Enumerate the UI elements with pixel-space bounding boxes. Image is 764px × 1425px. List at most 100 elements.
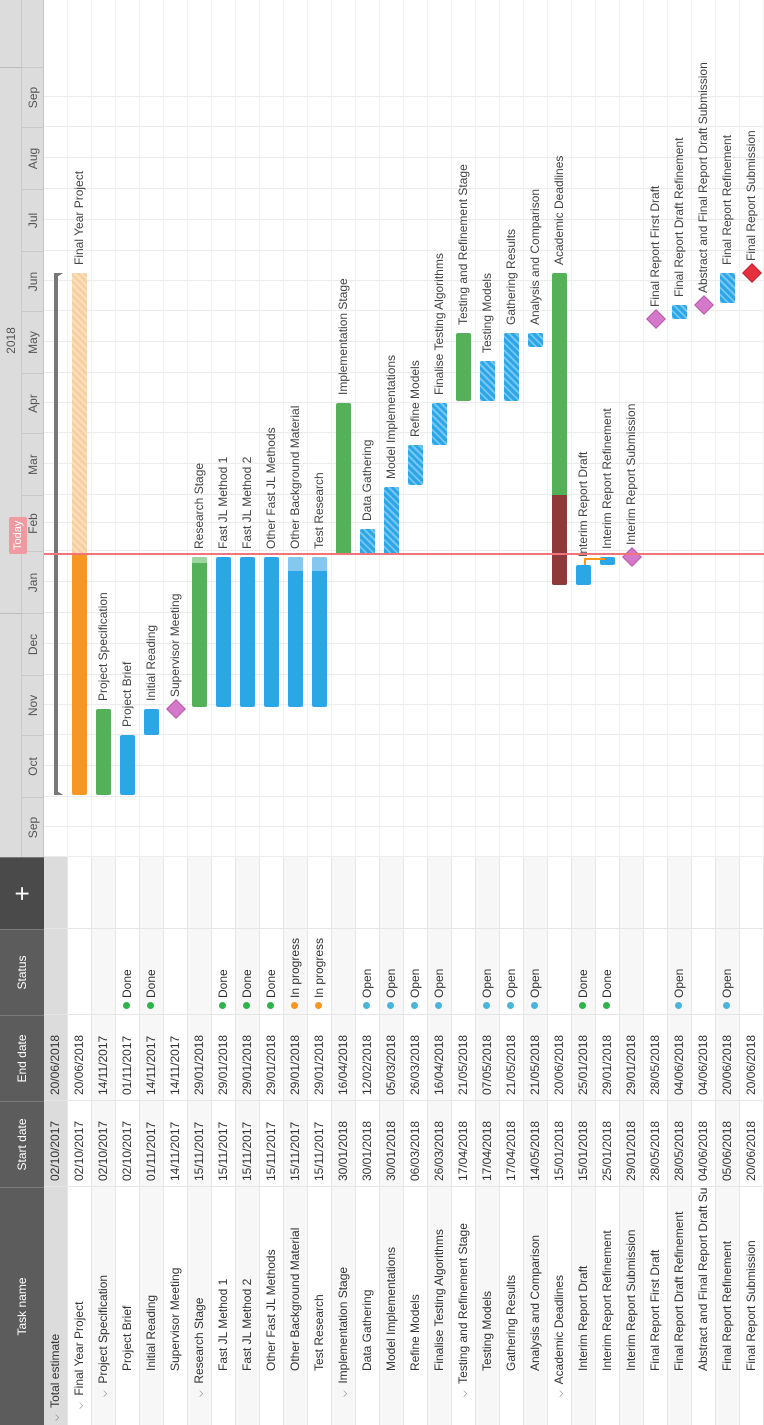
end-date-cell[interactable]: 29/01/2018 (216, 1034, 230, 1095)
chevron-down-icon[interactable]: ⌵ (51, 1414, 61, 1421)
end-date-cell[interactable]: 29/01/2018 (624, 1034, 638, 1095)
project-bar[interactable] (72, 273, 87, 795)
table-row[interactable]: Fast JL Method 1 15/11/2017 29/01/2018 Done (212, 857, 236, 1425)
start-date-cell[interactable]: 30/01/2018 (360, 1120, 374, 1181)
start-date-cell[interactable]: 15/01/2018 (576, 1120, 590, 1181)
task-name-cell[interactable]: Supervisor Meeting (164, 1187, 188, 1425)
end-date-cell[interactable]: 14/11/2017 (168, 1035, 182, 1095)
end-date-cell[interactable]: 28/05/2018 (648, 1034, 662, 1095)
task-name-cell[interactable]: Fast JL Method 1 (212, 1187, 236, 1425)
column-header-task-name[interactable]: Task name (0, 1187, 44, 1425)
table-row[interactable]: Other Background Material 15/11/2017 29/01… (284, 857, 308, 1425)
task-bar[interactable] (240, 557, 255, 707)
task-name-cell[interactable]: Finalise Testing Algorithms (428, 1187, 452, 1425)
start-date-cell[interactable]: 15/11/2017 (192, 1121, 206, 1181)
table-row[interactable]: Testing Models 17/04/2018 07/05/2018 Open (476, 857, 500, 1425)
milestone-diamond[interactable] (166, 699, 186, 719)
start-date-cell[interactable]: 15/11/2017 (240, 1121, 254, 1181)
start-date-cell[interactable]: 30/01/2018 (384, 1120, 398, 1181)
task-bar[interactable] (480, 361, 495, 401)
task-bar[interactable] (672, 305, 687, 319)
chevron-down-icon[interactable]: ⌵ (99, 1390, 109, 1397)
task-name-cell[interactable]: Other Fast JL Methods (260, 1187, 284, 1425)
table-row[interactable]: Project Brief 02/10/2017 01/11/2017 Done (116, 857, 140, 1425)
task-bar[interactable] (264, 557, 279, 707)
status-cell[interactable] (548, 929, 572, 1015)
start-date-cell[interactable]: 01/11/2017 (144, 1121, 158, 1181)
table-row[interactable]: Abstract and Final Report Draft Submissi… (692, 857, 716, 1425)
table-row[interactable]: ⌵ Total estimate 02/10/2017 20/06/2018 (44, 857, 68, 1425)
start-date-cell[interactable]: 06/03/2018 (408, 1120, 422, 1181)
task-name-cell[interactable]: Model Implementations (380, 1187, 404, 1425)
table-row[interactable]: Interim Report Draft 15/01/2018 25/01/2018… (572, 857, 596, 1425)
start-date-cell[interactable]: 02/10/2017 (48, 1120, 62, 1181)
status-cell[interactable]: In progress (308, 929, 332, 1015)
table-row[interactable]: Interim Report Submission 29/01/2018 29/01… (620, 857, 644, 1425)
task-name-cell[interactable]: Refine Models (404, 1187, 428, 1425)
status-cell[interactable] (740, 929, 764, 1015)
table-row[interactable]: Gathering Results 17/04/2018 21/05/2018 Ope… (500, 857, 524, 1425)
task-name-cell[interactable]: Initial Reading (140, 1187, 164, 1425)
status-cell[interactable] (92, 929, 116, 1015)
start-date-cell[interactable]: 04/06/2018 (696, 1120, 710, 1181)
status-cell[interactable]: Open (716, 929, 740, 1015)
task-name-cell[interactable]: ⌵ Project Specification (92, 1187, 116, 1425)
table-row[interactable]: Analysis and Comparison 14/05/2018 21/05/2… (524, 857, 548, 1425)
status-cell[interactable] (164, 929, 188, 1015)
task-name-cell[interactable]: Interim Report Draft (572, 1187, 596, 1425)
status-cell[interactable] (44, 929, 68, 1015)
end-date-cell[interactable]: 05/03/2018 (384, 1034, 398, 1095)
task-name-cell[interactable]: Project Brief (116, 1187, 140, 1425)
end-date-cell[interactable]: 29/01/2018 (264, 1034, 278, 1095)
status-cell[interactable]: Done (260, 929, 284, 1015)
end-date-cell[interactable]: 29/01/2018 (288, 1034, 302, 1095)
status-cell[interactable]: Open (524, 929, 548, 1015)
table-row[interactable]: Final Report Refinement 05/06/2018 20/06/2… (716, 857, 740, 1425)
task-bar[interactable] (528, 333, 543, 347)
status-cell[interactable]: Open (668, 929, 692, 1015)
start-date-cell[interactable]: 17/04/2018 (456, 1120, 470, 1181)
end-date-cell[interactable]: 20/06/2018 (72, 1034, 86, 1095)
task-bar[interactable] (408, 445, 423, 485)
table-row[interactable]: ⌵ Final Year Project 02/10/2017 20/06/2018 (68, 857, 92, 1425)
milestone-diamond[interactable] (694, 295, 714, 315)
stage-bar[interactable] (96, 709, 111, 795)
stage-bar[interactable] (456, 333, 471, 401)
table-row[interactable]: Data Gathering 30/01/2018 12/02/2018 Open (356, 857, 380, 1425)
task-bar[interactable] (216, 557, 231, 707)
table-row[interactable]: Other Fast JL Methods 15/11/2017 29/01/201… (260, 857, 284, 1425)
stage-bar[interactable] (336, 403, 351, 555)
end-date-cell[interactable]: 07/05/2018 (480, 1034, 494, 1095)
status-cell[interactable]: Open (380, 929, 404, 1015)
task-name-cell[interactable]: Final Report Draft Refinement (668, 1187, 692, 1425)
task-bar[interactable] (144, 709, 159, 735)
chevron-down-icon[interactable]: ⌵ (555, 1390, 565, 1397)
end-date-cell[interactable]: 26/03/2018 (408, 1034, 422, 1095)
status-cell[interactable]: Done (212, 929, 236, 1015)
end-date-cell[interactable]: 20/06/2018 (552, 1034, 566, 1095)
start-date-cell[interactable]: 15/01/2018 (552, 1120, 566, 1181)
task-name-cell[interactable]: Other Background Material (284, 1187, 308, 1425)
column-header-end-date[interactable]: End date (0, 1015, 44, 1101)
task-name-cell[interactable]: Gathering Results (500, 1187, 524, 1425)
start-date-cell[interactable]: 14/05/2018 (528, 1120, 542, 1181)
table-row[interactable]: Final Report Submission 20/06/2018 20/06/2… (740, 857, 764, 1425)
task-name-cell[interactable]: ⌵ Total estimate (44, 1187, 68, 1425)
end-date-cell[interactable]: 21/05/2018 (456, 1034, 470, 1095)
end-date-cell[interactable]: 16/04/2018 (432, 1034, 446, 1095)
start-date-cell[interactable]: 02/10/2017 (96, 1120, 110, 1181)
task-name-cell[interactable]: Final Report First Draft (644, 1187, 668, 1425)
start-date-cell[interactable]: 05/06/2018 (720, 1120, 734, 1181)
add-task-button[interactable]: + (0, 857, 44, 929)
task-name-cell[interactable]: Fast JL Method 2 (236, 1187, 260, 1425)
table-row[interactable]: ⌵ Project Specification 02/10/2017 14/11/2… (92, 857, 116, 1425)
start-date-cell[interactable]: 17/04/2018 (504, 1120, 518, 1181)
start-date-cell[interactable]: 02/10/2017 (72, 1120, 86, 1181)
end-date-cell[interactable]: 04/06/2018 (672, 1034, 686, 1095)
table-row[interactable]: Model Implementations 30/01/2018 05/03/201… (380, 857, 404, 1425)
start-date-cell[interactable]: 14/11/2017 (168, 1121, 182, 1181)
start-date-cell[interactable]: 15/11/2017 (216, 1121, 230, 1181)
status-cell[interactable]: Done (116, 929, 140, 1015)
status-cell[interactable] (332, 929, 356, 1015)
task-name-cell[interactable]: Testing Models (476, 1187, 500, 1425)
